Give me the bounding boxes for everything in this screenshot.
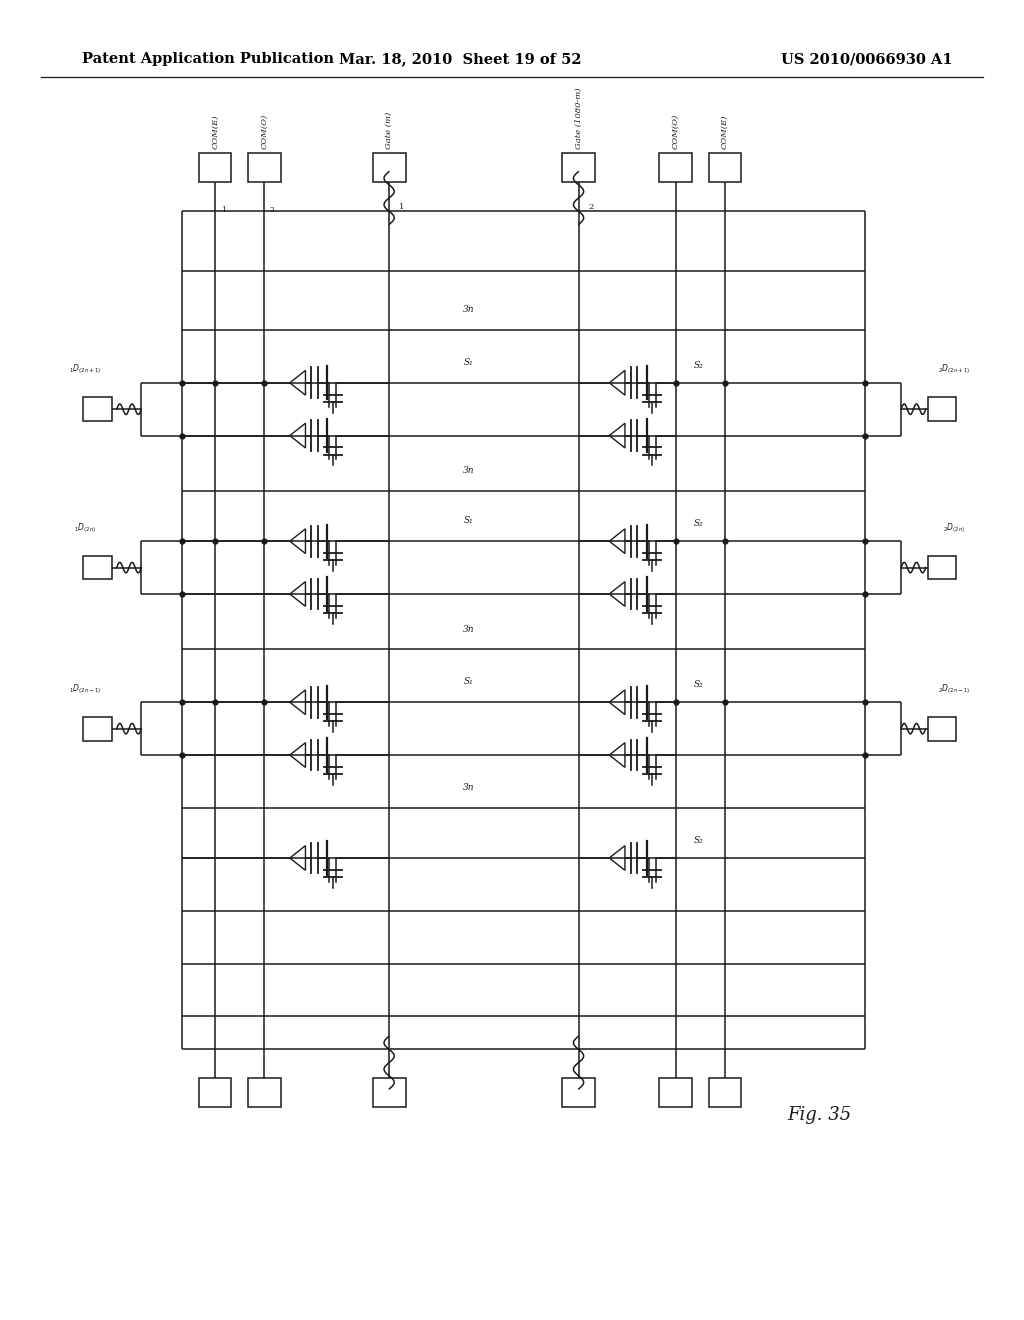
Bar [83,717,112,741]
Text: Mar. 18, 2010  Sheet 19 of 52: Mar. 18, 2010 Sheet 19 of 52 [340,53,582,66]
Text: $_1D_{(2n-1)}$: $_1D_{(2n-1)}$ [69,682,101,696]
Bar [248,153,281,182]
Text: S₁: S₁ [464,516,473,525]
Text: S₁: S₁ [464,677,473,686]
Text: S₂: S₂ [693,519,703,528]
Text: Gate (1080-m): Gate (1080-m) [574,87,583,149]
Bar [928,397,956,421]
Bar [928,556,956,579]
Bar [83,556,112,579]
Text: COM(E): COM(E) [211,115,219,149]
Bar [373,1078,406,1107]
Text: 2: 2 [270,206,274,214]
Bar [562,1078,595,1107]
Text: 3n: 3n [463,624,474,634]
Bar [659,1078,692,1107]
Text: COM(E): COM(E) [721,115,729,149]
Text: S₂: S₂ [693,360,703,370]
Text: 3n: 3n [463,305,474,314]
Bar [562,153,595,182]
Bar [199,1078,231,1107]
Text: 3n: 3n [463,783,474,792]
Text: 1: 1 [399,203,404,211]
Text: S₂: S₂ [693,680,703,689]
Text: 3n: 3n [463,466,474,475]
Bar [199,153,231,182]
Text: Patent Application Publication: Patent Application Publication [82,53,334,66]
Bar [928,717,956,741]
Text: $_2D_{(2n+1)}$: $_2D_{(2n+1)}$ [938,363,971,376]
Text: Fig. 35: Fig. 35 [787,1106,851,1125]
Text: 1: 1 [221,206,225,214]
Bar [709,1078,741,1107]
Bar [248,1078,281,1107]
Text: $_2D_{(2n)}$: $_2D_{(2n)}$ [943,521,966,535]
Text: S₁: S₁ [464,358,473,367]
Text: $_1D_{(2n)}$: $_1D_{(2n)}$ [74,521,96,535]
Text: Gate (m): Gate (m) [385,112,393,149]
Text: 2: 2 [589,203,594,211]
Bar [659,153,692,182]
Text: $_1D_{(2n+1)}$: $_1D_{(2n+1)}$ [69,363,101,376]
Bar [709,153,741,182]
Bar [83,397,112,421]
Text: $_2D_{(2n-1)}$: $_2D_{(2n-1)}$ [938,682,971,696]
Text: COM(O): COM(O) [672,114,680,149]
Bar [373,153,406,182]
Text: S₂: S₂ [693,836,703,845]
Text: COM(O): COM(O) [260,114,268,149]
Text: US 2010/0066930 A1: US 2010/0066930 A1 [780,53,952,66]
